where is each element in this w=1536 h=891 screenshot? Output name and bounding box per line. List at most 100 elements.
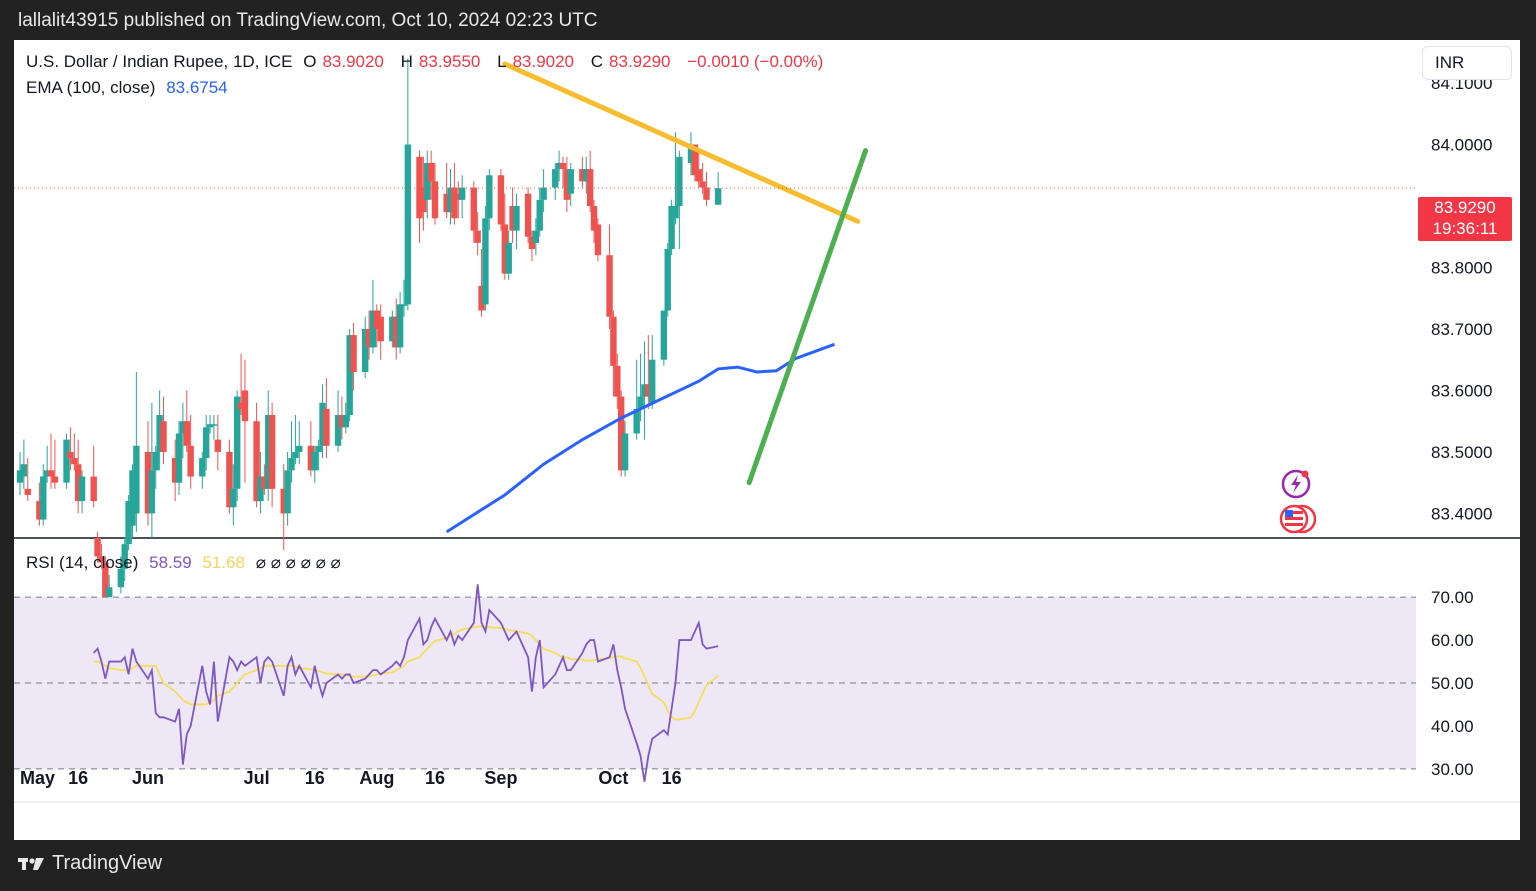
- candle-body: [579, 169, 586, 182]
- candle: [695, 150, 702, 188]
- candle-body: [365, 328, 373, 348]
- candle-body: [617, 396, 625, 471]
- rsi-pane: [14, 584, 1416, 782]
- candle-body: [676, 156, 683, 206]
- publisher-header: lallalit43915 published on TradingView.c…: [18, 10, 598, 31]
- candle-body: [338, 415, 346, 428]
- us-flag-event-icon[interactable]: [1279, 504, 1316, 534]
- candle-body: [478, 285, 485, 311]
- candle-body: [51, 476, 59, 483]
- candle: [676, 150, 683, 250]
- candle-body: [102, 562, 109, 606]
- candle: [389, 310, 396, 348]
- ema-line: [445, 342, 836, 534]
- candle-body: [90, 476, 97, 502]
- candle: [552, 162, 559, 200]
- candle: [458, 175, 466, 219]
- support-trendline: [746, 148, 869, 486]
- candle-body: [74, 464, 82, 502]
- candle-body: [36, 501, 43, 520]
- candle: [234, 390, 241, 502]
- candle: [361, 316, 369, 379]
- candle-body: [555, 162, 563, 170]
- candle: [280, 464, 287, 551]
- candle-body: [660, 310, 668, 360]
- time-tick-label: Aug: [359, 768, 394, 788]
- candle: [98, 544, 105, 569]
- candle: [451, 162, 458, 225]
- candle-body: [668, 206, 675, 250]
- candle: [501, 193, 509, 280]
- candle: [63, 433, 70, 489]
- candle: [51, 439, 59, 489]
- candle-body: [633, 408, 640, 434]
- candle-body: [171, 458, 179, 483]
- candle-body: [210, 424, 218, 426]
- candle: [133, 372, 140, 532]
- candle-body: [552, 169, 559, 188]
- candle: [40, 464, 47, 526]
- candle: [606, 224, 613, 329]
- candle-body: [125, 501, 132, 545]
- candle: [649, 335, 656, 409]
- candle: [152, 445, 159, 489]
- candle: [497, 169, 505, 231]
- candle-body: [261, 476, 268, 489]
- candle: [393, 298, 400, 360]
- candle-body: [594, 224, 602, 256]
- candle: [431, 162, 439, 225]
- candle: [129, 464, 136, 538]
- time-tick-label: 16: [68, 768, 88, 788]
- symbol-title: U.S. Dollar / Indian Rupee, 1D, ICE: [26, 52, 293, 71]
- candle: [24, 458, 31, 502]
- candle: [346, 328, 353, 422]
- candle-body: [20, 464, 28, 477]
- candle-body: [431, 181, 439, 219]
- candle-body: [703, 187, 710, 200]
- candle-body: [400, 304, 408, 306]
- candle-body: [586, 169, 594, 206]
- candle-body: [393, 316, 400, 348]
- rsi-tick-label: 50.00: [1431, 674, 1474, 693]
- candle: [373, 304, 381, 348]
- chart-frame[interactable]: 84.1000 84.0000 83.8000 83.7000 83.6000 83.50…: [14, 40, 1520, 840]
- candle-body: [334, 415, 342, 446]
- event-icons[interactable]: [1278, 468, 1316, 538]
- candle: [586, 150, 594, 213]
- candle: [156, 390, 163, 471]
- last-price-badge: 83.9290 19:36:11: [1418, 197, 1512, 241]
- candle-body: [187, 445, 194, 477]
- candle: [47, 433, 55, 489]
- candle-body: [470, 187, 477, 231]
- candle-body: [78, 476, 86, 502]
- candle: [509, 187, 516, 243]
- candle: [424, 150, 431, 219]
- candle-body: [206, 424, 214, 428]
- low-value: L 83.9020: [497, 52, 575, 71]
- candle: [334, 390, 342, 452]
- candle-body: [458, 187, 466, 200]
- candle-body: [583, 169, 590, 182]
- currency-button[interactable]: INR: [1422, 46, 1512, 80]
- candle-body: [567, 169, 574, 194]
- candle: [614, 353, 621, 409]
- candle-body: [714, 188, 722, 205]
- candle-body: [71, 458, 78, 465]
- chart-canvas[interactable]: 84.100084.000083.800083.700083.600083.50…: [14, 40, 1520, 840]
- candles-layer: [16, 58, 722, 618]
- candle: [90, 445, 97, 508]
- candle-body: [40, 476, 47, 520]
- candle: [210, 415, 218, 440]
- candle: [447, 169, 454, 225]
- candle-body: [532, 230, 540, 243]
- candle-body: [342, 415, 349, 428]
- candle-body: [420, 187, 427, 213]
- candle-body: [474, 230, 481, 243]
- candle: [268, 402, 276, 508]
- candle: [311, 445, 318, 483]
- candle: [563, 156, 571, 213]
- candle-body: [497, 175, 505, 225]
- candle: [183, 390, 190, 452]
- candle-body: [237, 402, 245, 409]
- dividends-flash-icon[interactable]: [1281, 469, 1311, 499]
